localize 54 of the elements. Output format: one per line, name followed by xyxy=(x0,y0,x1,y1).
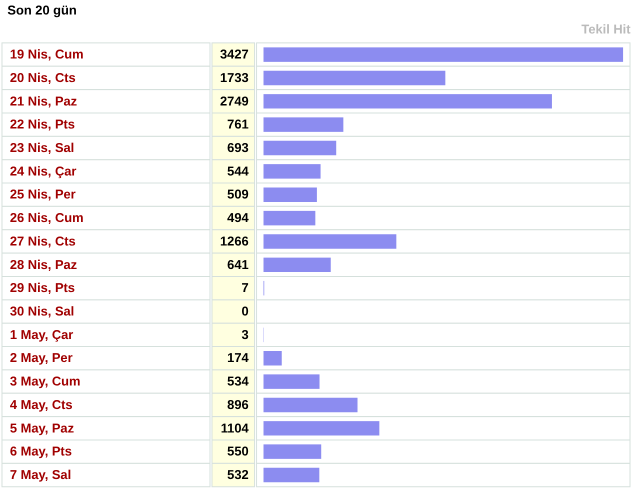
y-tick-label: 5 May, Paz xyxy=(10,420,74,436)
bar xyxy=(264,374,320,389)
data-label: 896 xyxy=(227,396,249,412)
y-tick-label: 6 May, Pts xyxy=(10,444,72,459)
bar xyxy=(264,398,358,412)
y-tick-label: 27 Nis, Cts xyxy=(10,233,76,248)
bar xyxy=(264,188,317,202)
y-tick-label: 22 Nis, Pts xyxy=(10,116,75,132)
data-label: 509 xyxy=(227,186,249,202)
data-label: 1104 xyxy=(220,420,250,436)
data-label: 1266 xyxy=(220,233,249,248)
bar xyxy=(264,210,316,226)
bar xyxy=(264,421,380,436)
bar xyxy=(264,444,322,459)
bar xyxy=(264,117,344,132)
y-tick-label: 7 May, Sal xyxy=(10,466,72,482)
y-tick-label: 20 Nis, Cts xyxy=(10,70,76,85)
data-label: 0 xyxy=(241,303,249,318)
y-tick-label: 21 Nis, Paz xyxy=(10,93,78,108)
data-label: 544 xyxy=(227,163,250,178)
y-tick-label: 25 Nis, Per xyxy=(10,186,76,202)
y-tick-label: 29 Nis, Pts xyxy=(10,280,75,296)
y-tick-label: 2 May, Per xyxy=(10,350,73,366)
data-label: 494 xyxy=(227,210,250,226)
y-tick-label: 4 May, Cts xyxy=(10,396,73,412)
bar xyxy=(264,258,331,272)
data-label: 532 xyxy=(227,466,249,482)
bar xyxy=(264,164,321,179)
bar xyxy=(264,468,320,482)
y-tick-label: 24 Nis, Çar xyxy=(10,163,76,178)
data-label: 534 xyxy=(227,374,250,389)
bar xyxy=(264,234,396,249)
y-tick-label: 28 Nis, Paz xyxy=(10,256,78,272)
text: Son 20 gün xyxy=(7,2,77,18)
data-label: 1733 xyxy=(220,70,249,85)
data-label: 2749 xyxy=(220,93,249,108)
bar xyxy=(264,140,336,156)
x-axis-title: Tekil Hit xyxy=(581,22,632,37)
data-label: 693 xyxy=(227,140,249,155)
y-tick-label: 19 Nis, Cum xyxy=(10,46,84,62)
bar xyxy=(264,70,446,86)
bar xyxy=(264,351,282,366)
y-tick-label: 3 May, Cum xyxy=(10,374,80,389)
data-label: 3 xyxy=(241,326,249,342)
y-tick-label: 1 May, Çar xyxy=(10,326,74,342)
data-label: 3427 xyxy=(220,46,249,62)
data-label: 761 xyxy=(227,116,249,132)
y-tick-label: 30 Nis, Sal xyxy=(10,303,74,318)
data-label: 174 xyxy=(227,350,250,366)
data-label: 7 xyxy=(241,280,249,296)
data-label: 641 xyxy=(227,256,249,272)
y-tick-label: 23 Nis, Sal xyxy=(10,140,74,155)
data-label: 550 xyxy=(227,444,249,459)
y-tick-label: 26 Nis, Cum xyxy=(10,210,84,226)
